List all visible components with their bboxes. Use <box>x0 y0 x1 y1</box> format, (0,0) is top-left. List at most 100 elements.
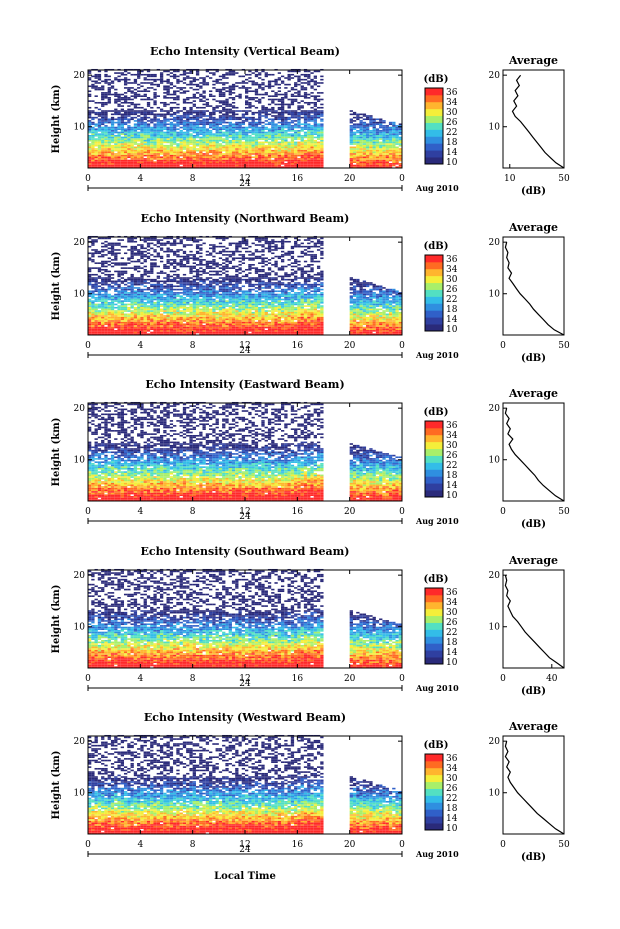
heatmap-cell <box>307 97 311 99</box>
heatmap-cell <box>143 148 147 150</box>
heatmap-cell <box>248 97 252 99</box>
heatmap-cell <box>349 134 353 137</box>
heatmap-cell <box>173 321 177 324</box>
heatmap-cell <box>238 87 242 89</box>
heatmap-cell <box>303 78 308 81</box>
heatmap-cell <box>176 158 180 160</box>
heatmap-cell <box>297 331 301 334</box>
heatmap-cell <box>379 126 383 129</box>
heatmap-cell <box>176 164 180 167</box>
heatmap-cell <box>225 318 229 321</box>
heatmap-cell <box>280 330 285 332</box>
heatmap-cell <box>150 118 154 121</box>
heatmap-cell <box>379 123 383 126</box>
heatmap-cell <box>137 333 141 335</box>
heatmap-cell <box>120 153 125 155</box>
heatmap-cell <box>290 139 295 142</box>
heatmap-cell <box>290 138 295 140</box>
heatmap-cell <box>123 98 128 101</box>
heatmap-cell <box>107 90 111 93</box>
heatmap-cell <box>356 138 360 140</box>
heatmap-cell <box>215 330 219 332</box>
heatmap-cell <box>307 153 311 155</box>
heatmap-cell <box>179 318 183 321</box>
heatmap-cell <box>222 113 226 116</box>
heatmap-cell <box>159 166 164 168</box>
heatmap-cell <box>107 130 111 132</box>
heatmap-cell <box>88 318 92 321</box>
heatmap-cell <box>186 130 190 132</box>
heatmap-cell <box>117 149 121 152</box>
heatmap-cell <box>366 331 370 334</box>
heatmap-cell <box>300 95 304 97</box>
heatmap-cell <box>320 134 324 137</box>
heatmap-cell <box>274 116 278 119</box>
heatmap-cell <box>159 133 164 135</box>
heatmap-cell <box>297 313 301 316</box>
heatmap-cell <box>235 106 239 109</box>
heatmap-cell <box>231 143 236 145</box>
heatmap-cell <box>123 115 128 117</box>
heatmap-cell <box>231 166 236 168</box>
heatmap-cell <box>117 103 121 106</box>
heatmap-cell <box>212 151 216 154</box>
heatmap-cell <box>130 134 134 137</box>
heatmap-cell <box>222 321 226 324</box>
heatmap-cell <box>218 313 223 316</box>
heatmap-cell <box>169 110 174 112</box>
heatmap-cell <box>261 110 265 112</box>
heatmap-cell <box>300 153 304 155</box>
heatmap-cell <box>352 153 357 155</box>
heatmap-cell <box>218 153 223 155</box>
heatmap-cell <box>287 134 291 137</box>
heatmap-cell <box>202 321 206 324</box>
heatmap-cell <box>267 313 272 316</box>
heatmap-cell <box>372 164 376 167</box>
heatmap-cell <box>248 90 252 93</box>
heatmap-cell <box>104 73 108 76</box>
heatmap-cell <box>287 313 291 316</box>
heatmap-cell <box>369 320 373 322</box>
heatmap-cell <box>248 148 252 150</box>
heatmap-cell <box>388 323 393 326</box>
heatmap-cell <box>320 159 324 162</box>
heatmap-cell <box>143 333 147 335</box>
heatmap-cell <box>156 149 160 152</box>
heatmap-cell <box>133 126 138 129</box>
heatmap-cell <box>91 75 95 78</box>
heatmap-cell <box>395 136 399 139</box>
heatmap-cell <box>284 325 288 327</box>
heatmap-cell <box>186 328 190 330</box>
heatmap-cell <box>156 166 160 168</box>
heatmap-cell <box>127 308 131 311</box>
heatmap-cell <box>209 131 213 134</box>
heatmap-cell <box>251 153 255 155</box>
heatmap-cell <box>294 116 298 119</box>
heatmap-cell <box>267 82 272 84</box>
heatmap-cell <box>140 143 144 145</box>
heatmap-cell <box>375 139 380 142</box>
heatmap-cell <box>91 87 95 89</box>
heatmap-cell <box>179 158 183 160</box>
heatmap-cell <box>320 139 324 142</box>
heatmap-cell <box>101 139 105 142</box>
heatmap-cell <box>97 75 102 78</box>
heatmap-cell <box>274 80 278 83</box>
heatmap-cell <box>153 315 157 317</box>
heatmap-cell <box>349 164 353 167</box>
heatmap-cell <box>349 306 353 309</box>
heatmap-cell <box>120 306 125 309</box>
heatmap-cell <box>104 111 108 114</box>
heatmap-cell <box>359 310 363 312</box>
heatmap-cell <box>166 163 170 165</box>
heatmap-cell <box>375 149 380 152</box>
heatmap-cell <box>369 133 373 135</box>
heatmap-cell <box>231 139 236 142</box>
heatmap-cell <box>284 306 288 309</box>
heatmap-cell <box>258 113 262 116</box>
heatmap-cell <box>385 141 389 144</box>
heatmap-cell <box>156 136 160 139</box>
heatmap-cell <box>218 151 223 154</box>
heatmap-cell <box>235 82 239 84</box>
heatmap-cell <box>369 156 373 159</box>
